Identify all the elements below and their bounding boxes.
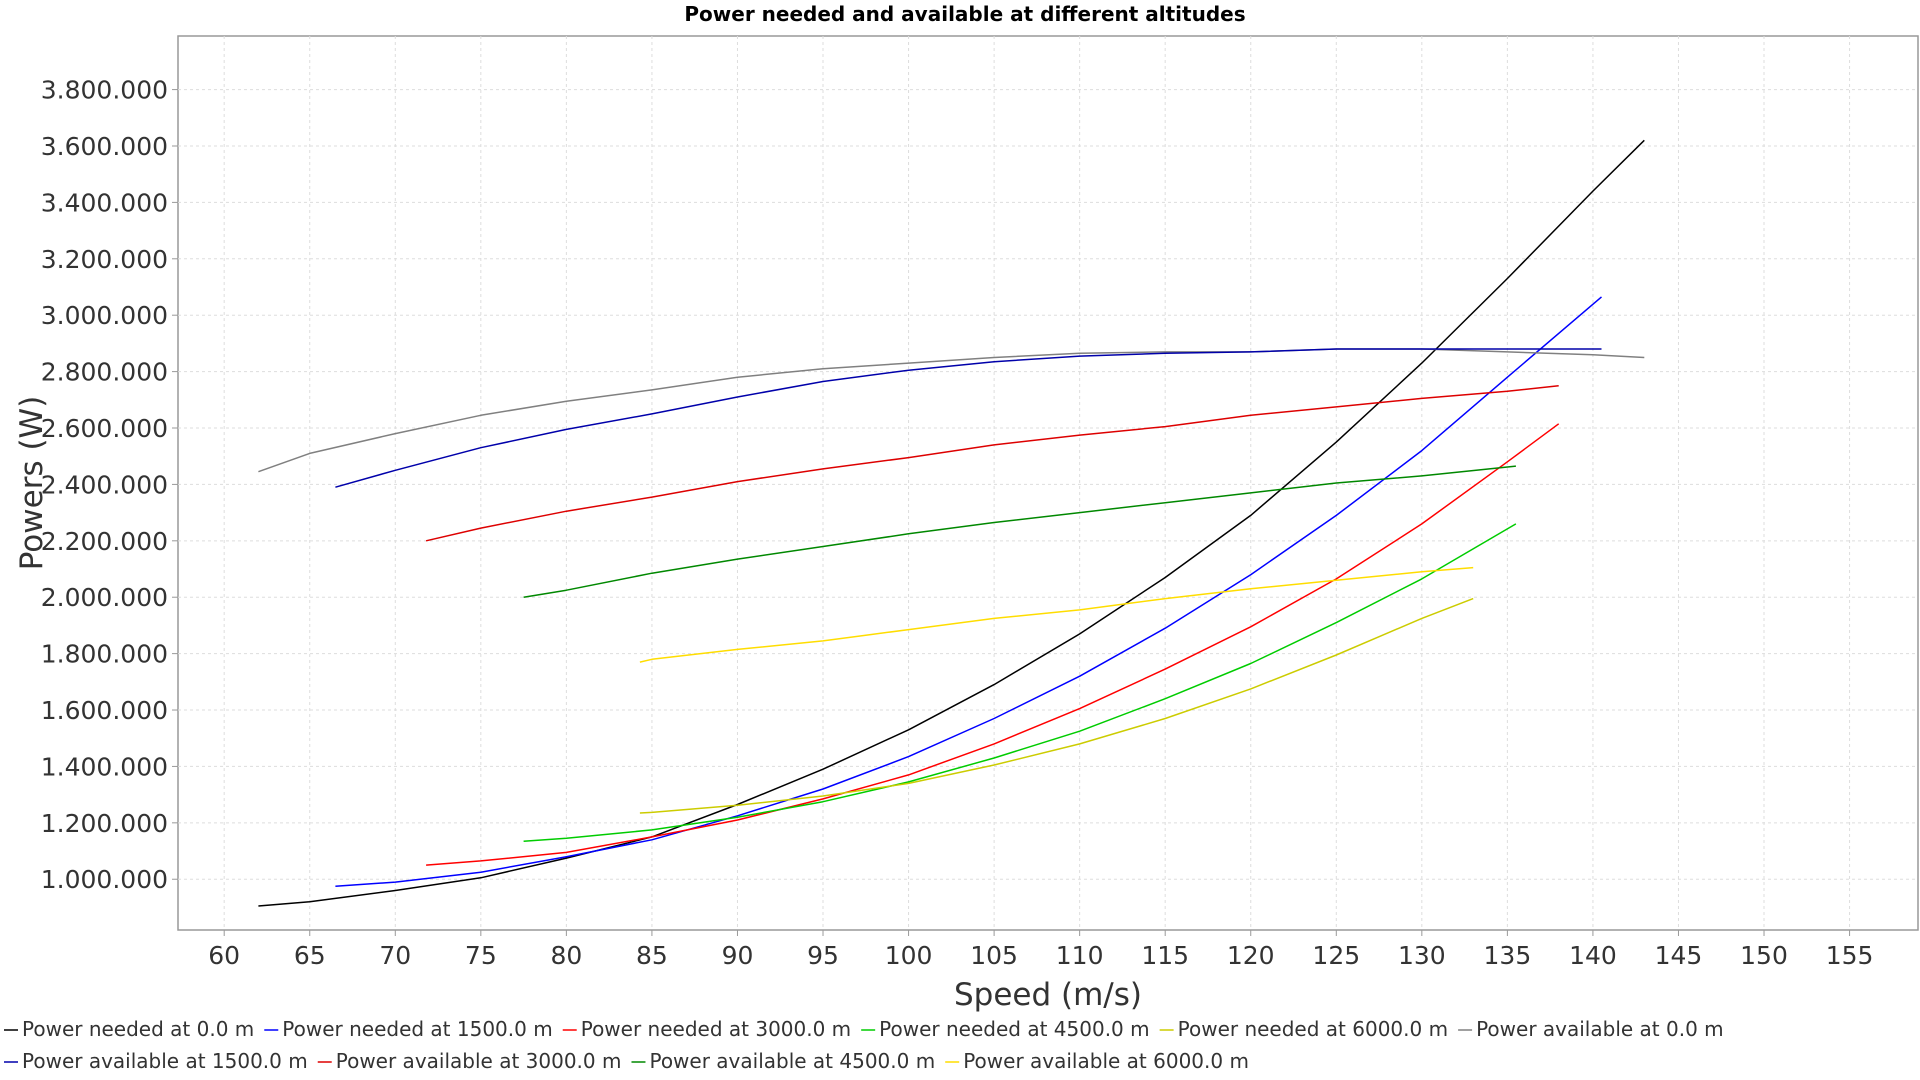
series-line-3: [523, 523, 1517, 842]
y-tick-label: 1.000.000: [41, 865, 168, 894]
x-axis-label: Speed (m/s): [954, 977, 1142, 1013]
legend-label: Power needed at 3000.0 m: [581, 1017, 851, 1041]
y-tick-label: 1.800.000: [41, 640, 168, 669]
series-line-2: [426, 423, 1560, 866]
legend-label: Power available at 0.0 m: [1476, 1017, 1724, 1041]
legend: Power needed at 0.0 m Power needed at 150…: [4, 1017, 1724, 1073]
x-tick-label: 120: [1227, 941, 1275, 970]
series-line-6: [335, 348, 1602, 488]
y-axis-label: Powers (W): [14, 396, 50, 571]
x-tick-label: 145: [1655, 941, 1703, 970]
y-axis-ticks: 1.000.000 1.200.000 1.400.000 1.600.000 1.80…: [41, 76, 178, 894]
x-axis-ticks: 60 65 70 75 80 85 90 95 100 105 110 115 120 125 130 135…: [208, 930, 1873, 970]
x-tick-label: 110: [1056, 941, 1104, 970]
legend-label: Power available at 4500.0 m: [649, 1049, 935, 1073]
y-tick-label: 2.000.000: [41, 583, 168, 612]
x-tick-label: 125: [1312, 941, 1360, 970]
y-tick-label: 3.800.000: [41, 76, 168, 105]
x-tick-label: 90: [722, 941, 754, 970]
legend-label: Power available at 1500.0 m: [22, 1049, 308, 1073]
series-line-1: [335, 296, 1602, 888]
y-tick-label: 3.400.000: [41, 188, 168, 217]
y-tick-label: 3.000.000: [41, 301, 168, 330]
series-line-7: [425, 384, 1559, 542]
series-line-4: [639, 597, 1474, 814]
x-tick-label: 65: [294, 941, 326, 970]
x-tick-label: 100: [885, 941, 933, 970]
legend-label: Power needed at 4500.0 m: [879, 1017, 1149, 1041]
x-tick-label: 115: [1141, 941, 1189, 970]
y-tick-label: 2.200.000: [41, 527, 168, 556]
series-line-8: [523, 465, 1516, 598]
y-tick-label: 1.600.000: [41, 696, 168, 725]
x-tick-label: 60: [208, 941, 240, 970]
x-tick-label: 70: [379, 941, 411, 970]
chart-title: Power needed and available at different …: [684, 2, 1245, 26]
legend-label: Power needed at 1500.0 m: [282, 1017, 552, 1041]
x-tick-label: 135: [1484, 941, 1532, 970]
y-tick-label: 2.600.000: [41, 414, 168, 443]
x-tick-label: 80: [550, 941, 582, 970]
y-tick-label: 2.800.000: [41, 358, 168, 387]
x-tick-label: 150: [1740, 941, 1788, 970]
x-tick-label: 140: [1569, 941, 1617, 970]
x-tick-label: 85: [636, 941, 668, 970]
series-line-9: [639, 566, 1474, 663]
y-tick-label: 3.600.000: [41, 132, 168, 161]
plot-area: [177, 35, 1919, 931]
y-tick-label: 3.200.000: [41, 245, 168, 274]
x-tick-label: 105: [970, 941, 1018, 970]
y-tick-label: 2.400.000: [41, 470, 168, 499]
y-tick-label: 1.200.000: [41, 809, 168, 838]
legend-label: Power needed at 0.0 m: [22, 1017, 254, 1041]
x-tick-label: 155: [1826, 941, 1874, 970]
legend-label: Power available at 6000.0 m: [963, 1049, 1249, 1073]
x-tick-label: 95: [807, 941, 839, 970]
y-tick-label: 1.400.000: [41, 752, 168, 781]
legend-label: Power needed at 6000.0 m: [1178, 1017, 1448, 1041]
x-tick-label: 130: [1398, 941, 1446, 970]
series-layer: [258, 139, 1645, 907]
legend-label: Power available at 3000.0 m: [336, 1049, 622, 1073]
x-tick-label: 75: [465, 941, 497, 970]
